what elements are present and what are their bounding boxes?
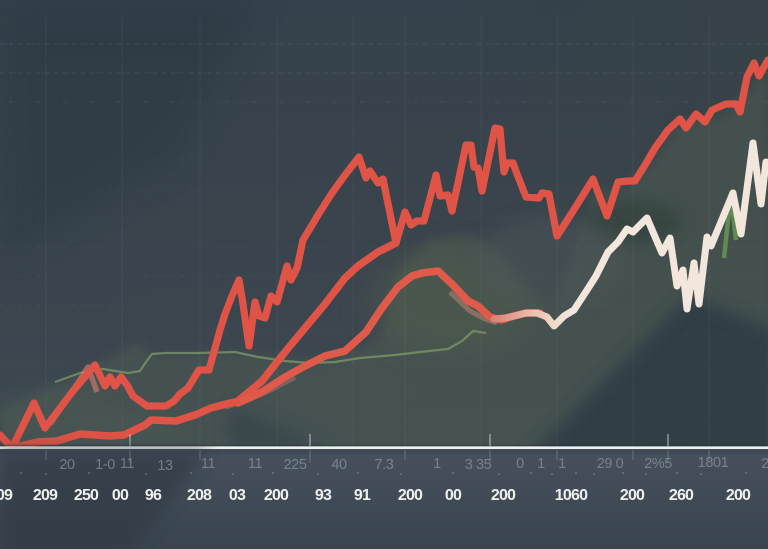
svg-text:208: 208 (187, 487, 212, 504)
svg-text:20: 20 (59, 457, 75, 473)
svg-text:200: 200 (726, 487, 751, 504)
svg-text:7.3: 7.3 (375, 457, 394, 473)
svg-text:225: 225 (284, 457, 307, 473)
svg-text:91: 91 (354, 487, 371, 504)
svg-text:200: 200 (398, 487, 423, 504)
svg-text:40: 40 (331, 457, 347, 473)
svg-text:260: 260 (669, 487, 694, 504)
svg-text:03: 03 (229, 487, 246, 504)
svg-text:2%5: 2%5 (644, 456, 672, 472)
svg-text:13: 13 (157, 458, 173, 474)
svg-text:1060: 1060 (555, 487, 588, 504)
svg-text:96: 96 (145, 487, 162, 504)
svg-text:1: 1 (433, 456, 441, 472)
svg-text:1-0: 1-0 (95, 457, 115, 473)
svg-text:1: 1 (558, 456, 566, 472)
svg-text:200: 200 (264, 487, 289, 504)
svg-text:3 35: 3 35 (465, 457, 492, 473)
svg-text:2: 2 (761, 456, 768, 472)
svg-text:00: 00 (445, 487, 462, 504)
svg-text:209: 209 (33, 487, 58, 504)
svg-text:0: 0 (516, 456, 524, 472)
svg-text:1801: 1801 (698, 455, 729, 471)
svg-text:29 0: 29 0 (597, 456, 624, 472)
svg-text:93: 93 (315, 487, 332, 504)
svg-text:200: 200 (620, 487, 645, 504)
svg-text:250: 250 (74, 487, 99, 504)
svg-text:1: 1 (537, 456, 545, 472)
svg-text:11: 11 (201, 456, 216, 472)
svg-text:11: 11 (248, 456, 263, 472)
svg-text:200: 200 (491, 487, 516, 504)
svg-text:00: 00 (112, 487, 129, 504)
svg-text:11: 11 (120, 456, 135, 472)
svg-text:09: 09 (0, 487, 13, 504)
